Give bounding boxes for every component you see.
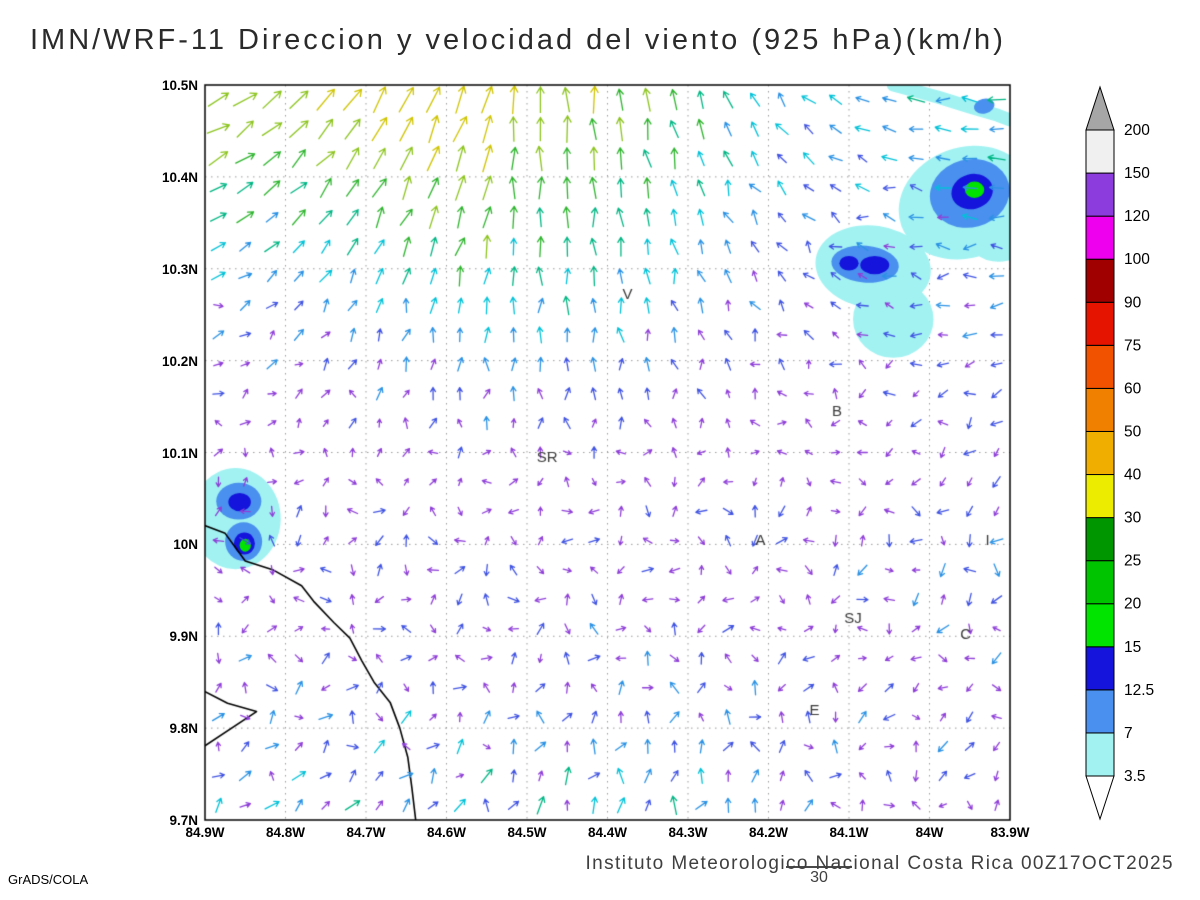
colorbar-tick-label: 200 [1124,122,1150,139]
lat-tick-label: 10.3N [161,261,198,277]
colorbar-band [1085,646,1115,691]
colorbar-tick-label: 75 [1124,337,1141,354]
colorbar-tick-label: 25 [1124,553,1141,570]
colorbar-band [1085,517,1115,562]
colorbar-under-triangle [1085,775,1115,821]
colorbar-band [1085,430,1115,476]
colorbar-tick-label: 7 [1124,725,1133,742]
colorbar-band [1085,129,1115,174]
lat-tick-label: 9.8N [169,721,198,737]
colorbar-tick-label: 12.5 [1124,682,1154,699]
colorbar-tick-label: 90 [1124,294,1142,311]
colorbar-tick-label: 3.5 [1124,768,1146,785]
colorbar-band [1085,474,1115,519]
colorbar-svg: 3.5 7 12.5 15 20 25 30 40 50 60 75 90 100 120 150 200 [1085,85,1154,821]
reference-vector-line [786,866,852,868]
colorbar-tick-label: 30 [1124,510,1142,527]
colorbar-tick-label: 40 [1124,467,1142,484]
colorbar-tick-label: 15 [1124,639,1141,656]
lon-tick-label: 84.8W [265,825,306,840]
colorbar-band [1085,603,1115,648]
lon-tick-label: 84.2W [748,825,789,840]
reference-vector-label: 30 [810,869,828,886]
chart-title: IMN/WRF-11 Direccion y velocidad del vie… [30,24,1006,56]
colorbar-over-triangle [1085,85,1115,131]
lat-tick-label: 9.9N [169,629,198,645]
lon-tick-label: 84W [915,825,944,840]
lon-tick-label: 84.5W [507,825,547,840]
colorbar-band [1085,732,1115,777]
lat-tick-label: 10.5N [161,78,198,93]
lon-tick-label: 83.9W [990,825,1030,840]
lon-tick-label: 84.4W [587,825,628,840]
colorbar-band [1085,215,1115,260]
colorbar-tick-label: 150 [1124,165,1150,182]
lon-tick-label: 84.6W [426,825,467,840]
colorbar-band [1085,301,1115,346]
grads-cola-stamp: GrADS/COLA [8,872,89,887]
lon-tick-label: 84.7W [346,825,386,840]
colorbar-tick-label: 50 [1124,423,1142,440]
colorbar-tick-label: 100 [1124,251,1150,268]
lat-tick-label: 10.2N [161,353,198,369]
lat-tick-label: 10N [173,537,198,553]
colorbar-tick-label: 20 [1124,596,1142,613]
colorbar-band [1085,172,1115,217]
lat-tick-label: 9.7N [169,813,198,828]
lat-tick-label: 10.1N [161,445,198,461]
colorbar-band [1085,560,1115,605]
footer-caption: Instituto Meteorologico Nacional Costa R… [585,853,1174,874]
colorbar-band [1085,387,1115,432]
lat-tick-label: 10.4N [161,169,198,185]
lon-tick-label: 84.3W [668,825,708,840]
colorbar-band [1085,689,1115,734]
colorbar-band [1085,258,1115,303]
colorbar-tick-label: 120 [1124,208,1150,225]
lon-tick-label: 84.1W [829,825,869,840]
lon-tick-label: 84.9W [185,825,225,840]
colorbar-band [1085,344,1115,389]
colorbar-tick-label: 60 [1124,380,1142,397]
